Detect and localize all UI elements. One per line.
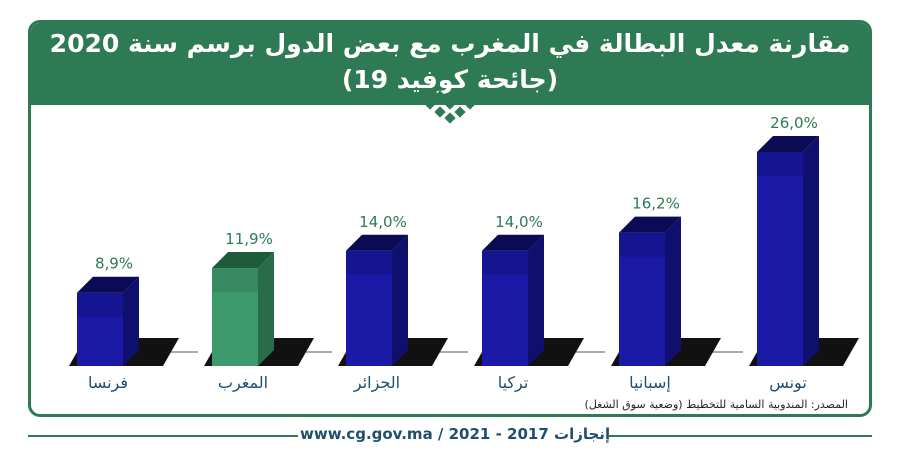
- chart-title: مقارنة معدل البطالة في المغرب مع بعض الد…: [49, 29, 851, 58]
- category-label: المغرب: [218, 373, 268, 393]
- bar-value-label: 11,9%: [225, 230, 273, 248]
- bar-front-face: [346, 250, 392, 366]
- bar-top-face: [757, 136, 819, 152]
- ornament-diamond: [434, 106, 446, 118]
- bar-front-band: [619, 232, 665, 257]
- bar-top-face: [482, 234, 544, 251]
- title-banner: مقارنة معدل البطالة في المغرب مع بعض الد…: [31, 23, 869, 105]
- bar-side-face: [123, 276, 139, 366]
- bar: [69, 276, 179, 366]
- bar-front-band: [212, 268, 258, 293]
- bar-front-face: [77, 292, 123, 366]
- bar-front-face: [619, 232, 665, 366]
- bar-value-label: 14,0%: [495, 213, 543, 231]
- bar-front-face: [482, 250, 528, 366]
- footer-text: www.cg.gov.ma / إنجازات 2017 - 2021: [300, 425, 610, 443]
- header-ornament-icon: [424, 90, 476, 124]
- footer-period: إنجازات 2017 - 2021: [448, 425, 611, 443]
- bar-value-label: 16,2%: [632, 195, 680, 213]
- footer-separator: /: [437, 425, 449, 443]
- bar: [204, 252, 314, 366]
- bar-value-label: 14,0%: [359, 213, 407, 231]
- ornament-diamond: [454, 106, 466, 118]
- bar-value-label: 8,9%: [95, 255, 133, 273]
- bar: [338, 234, 448, 366]
- chart-subtitle: (جائحة كوفيد 19): [341, 65, 559, 94]
- bar-top-face: [77, 276, 139, 293]
- bar: [611, 216, 721, 366]
- ornament-diamond: [454, 90, 466, 102]
- footer-divider-left: [28, 435, 298, 437]
- bar-side-face: [665, 216, 681, 366]
- ornament-diamond: [444, 112, 456, 124]
- footer: www.cg.gov.ma / إنجازات 2017 - 2021: [0, 425, 900, 447]
- category-label: فرنسا: [88, 373, 128, 393]
- category-label: تونس: [769, 373, 807, 393]
- bar: [749, 136, 859, 366]
- category-label: إسبانيا: [629, 373, 671, 392]
- bar-side-face: [392, 234, 408, 366]
- bar-front-face: [757, 152, 803, 366]
- bar-side-face: [258, 252, 274, 366]
- bar-front-band: [482, 250, 528, 275]
- bar-front-face: [212, 268, 258, 366]
- bar-front-band: [77, 292, 123, 317]
- category-label: الجزائر: [353, 373, 400, 393]
- ornament-diamond: [444, 98, 456, 110]
- ornament-diamond: [434, 90, 446, 102]
- footer-divider-right: [608, 435, 872, 437]
- bar-top-face: [346, 234, 408, 251]
- source-note: المصدر: المندوبية السامية للتخطيط (وضعية…: [584, 398, 848, 411]
- bar-front-band: [346, 250, 392, 275]
- category-label: تركيا: [498, 373, 529, 393]
- footer-website: www.cg.gov.ma: [300, 425, 433, 443]
- bar-top-face: [619, 216, 681, 233]
- bar: [474, 234, 584, 366]
- bar-side-face: [528, 234, 544, 366]
- bar-value-label: 26,0%: [770, 114, 818, 132]
- bar-side-face: [803, 136, 819, 366]
- bar-top-face: [212, 252, 274, 269]
- bar-front-band: [757, 152, 803, 176]
- ornament-diamond: [424, 98, 436, 110]
- ornament-diamond: [464, 98, 476, 110]
